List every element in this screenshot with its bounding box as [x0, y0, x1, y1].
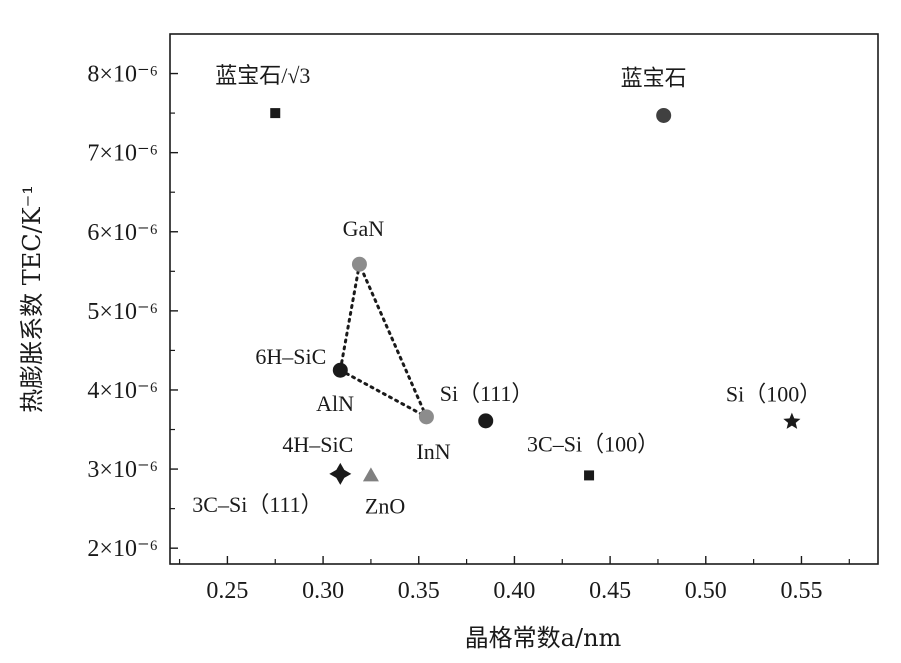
x-tick-label: 0.40	[493, 578, 535, 604]
connection-line	[338, 368, 428, 419]
marker-zno-11	[362, 467, 379, 482]
point-label-5: InN	[416, 439, 450, 464]
marker-si-111-6	[478, 413, 494, 429]
y-tick-label: 8×10⁻⁶	[87, 62, 158, 88]
marker-inn-5	[418, 409, 434, 425]
marker-si-100-7	[783, 412, 801, 429]
x-tick-label: 0.25	[206, 578, 248, 604]
point-label-1: 蓝宝石	[621, 65, 687, 90]
x-tick-label: 0.45	[589, 578, 631, 604]
marker-gan-2	[351, 256, 367, 272]
x-tick-label: 0.55	[780, 578, 822, 604]
point-label-8: 3C–Si（100）	[527, 431, 659, 456]
y-tick-label: 5×10⁻⁶	[87, 299, 158, 325]
y-tick-label: 3×10⁻⁶	[87, 457, 158, 483]
x-tick-label: 0.30	[302, 578, 344, 604]
connection-line	[357, 262, 428, 419]
plot-area-frame	[169, 33, 879, 565]
marker-3c-si-111-10	[329, 462, 352, 485]
point-label-11: ZnO	[365, 493, 405, 518]
marker-6h-sic-3	[332, 362, 348, 378]
y-tick-label: 2×10⁻⁶	[87, 536, 158, 562]
data-point-labels: 蓝宝石/√3 蓝宝石 GaN 6H–SiC AlN InN Si（111） Si（100） 3C…	[192, 63, 821, 518]
y-tick-label: 7×10⁻⁶	[87, 141, 158, 167]
x-tick-label: 0.50	[685, 578, 727, 604]
point-label-7: Si（100）	[726, 382, 821, 407]
y-tick-label: 4×10⁻⁶	[87, 378, 158, 404]
marker-3-0	[270, 108, 281, 119]
point-label-3: 6H–SiC	[255, 344, 326, 369]
dotted-triangle-connections	[338, 262, 428, 419]
marker-sapphire-1	[656, 107, 672, 123]
point-label-10: 3C–Si（111）	[192, 492, 322, 517]
point-label-4: AlN	[316, 391, 354, 416]
point-label-2: GaN	[343, 216, 385, 241]
point-label-9: 4H–SiC	[282, 432, 353, 457]
marker-3c-si-100-8	[584, 470, 595, 481]
x-tick-label: 0.35	[398, 578, 440, 604]
y-axis-ticks: 2×10⁻⁶ 3×10⁻⁶ 4×10⁻⁶ 5×10⁻⁶ 6×10⁻⁶ 7×10⁻⁶ 8×10…	[87, 62, 178, 562]
data-points	[270, 107, 801, 485]
x-axis-ticks: 0.25 0.30 0.35 0.40 0.45 0.50 0.55	[178, 556, 850, 604]
y-tick-label: 6×10⁻⁶	[87, 220, 158, 246]
connection-line	[338, 262, 361, 372]
x-axis-title: 晶格常数a/nm	[465, 624, 622, 652]
point-label-6: Si（111）	[440, 381, 534, 406]
y-axis-title: 热膨胀系数 TEC/K⁻¹	[18, 185, 46, 413]
point-label-0: 蓝宝石/√3	[215, 63, 310, 88]
